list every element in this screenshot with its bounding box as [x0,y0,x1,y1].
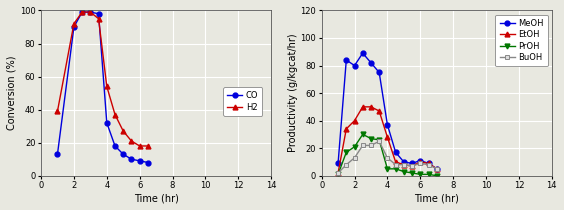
MeOH [392,151,399,154]
X-axis label: Time (hr): Time (hr) [134,193,179,203]
BuOH [384,157,391,159]
BuOH [368,144,374,147]
EtOH [376,110,382,112]
MeOH [351,64,358,67]
MeOH [417,159,424,162]
H2 [112,113,118,116]
PrOH [359,133,366,136]
BuOH [409,165,416,167]
Line: PrOH: PrOH [336,132,439,178]
H2 [79,11,86,13]
H2 [136,145,143,147]
MeOH [368,62,374,64]
MeOH [334,162,341,165]
Line: BuOH: BuOH [336,139,439,175]
EtOH [392,161,399,163]
BuOH [433,168,440,170]
EtOH [343,128,350,130]
PrOH [343,151,350,154]
BuOH [392,163,399,166]
BuOH [417,162,424,165]
PrOH [334,173,341,176]
Legend: MeOH, EtOH, PrOH, BuOH: MeOH, EtOH, PrOH, BuOH [495,15,548,66]
H2 [144,145,151,147]
CO [79,11,86,13]
EtOH [384,136,391,138]
EtOH [433,168,440,170]
EtOH [334,172,341,174]
CO [112,145,118,147]
PrOH [376,139,382,141]
H2 [95,17,102,20]
MeOH [359,52,366,54]
BuOH [425,163,432,166]
CO [95,12,102,15]
CO [136,160,143,162]
Y-axis label: Conversion (%): Conversion (%) [7,56,17,130]
PrOH [433,175,440,177]
PrOH [392,168,399,170]
CO [54,153,61,155]
Line: MeOH: MeOH [336,51,439,171]
PrOH [368,137,374,140]
CO [87,11,94,13]
BuOH [343,163,350,166]
Y-axis label: Productivity (g/kgcat/hr): Productivity (g/kgcat/hr) [288,34,298,152]
MeOH [409,162,416,165]
CO [70,26,77,28]
MeOH [425,162,432,165]
MeOH [376,71,382,74]
Line: CO: CO [55,10,151,165]
PrOH [425,173,432,176]
PrOH [400,170,407,173]
BuOH [351,157,358,159]
EtOH [351,119,358,122]
PrOH [351,146,358,148]
BuOH [400,163,407,166]
EtOH [368,106,374,108]
Legend: CO, H2: CO, H2 [223,87,262,116]
H2 [120,130,126,132]
PrOH [417,173,424,176]
MeOH [400,161,407,163]
MeOH [433,168,440,170]
H2 [103,85,110,88]
MeOH [384,123,391,126]
EtOH [417,161,424,163]
BuOH [334,172,341,174]
Line: EtOH: EtOH [336,104,439,175]
PrOH [384,168,391,170]
BuOH [376,140,382,143]
H2 [70,22,77,25]
CO [103,122,110,124]
H2 [87,11,94,13]
EtOH [409,165,416,167]
EtOH [400,163,407,166]
H2 [128,140,135,142]
CO [144,161,151,164]
H2 [54,110,61,113]
PrOH [409,172,416,174]
MeOH [343,59,350,61]
Line: H2: H2 [55,10,151,148]
EtOH [359,106,366,108]
EtOH [425,162,432,165]
CO [128,158,135,160]
BuOH [359,144,366,147]
X-axis label: Time (hr): Time (hr) [415,193,459,203]
CO [120,153,126,155]
